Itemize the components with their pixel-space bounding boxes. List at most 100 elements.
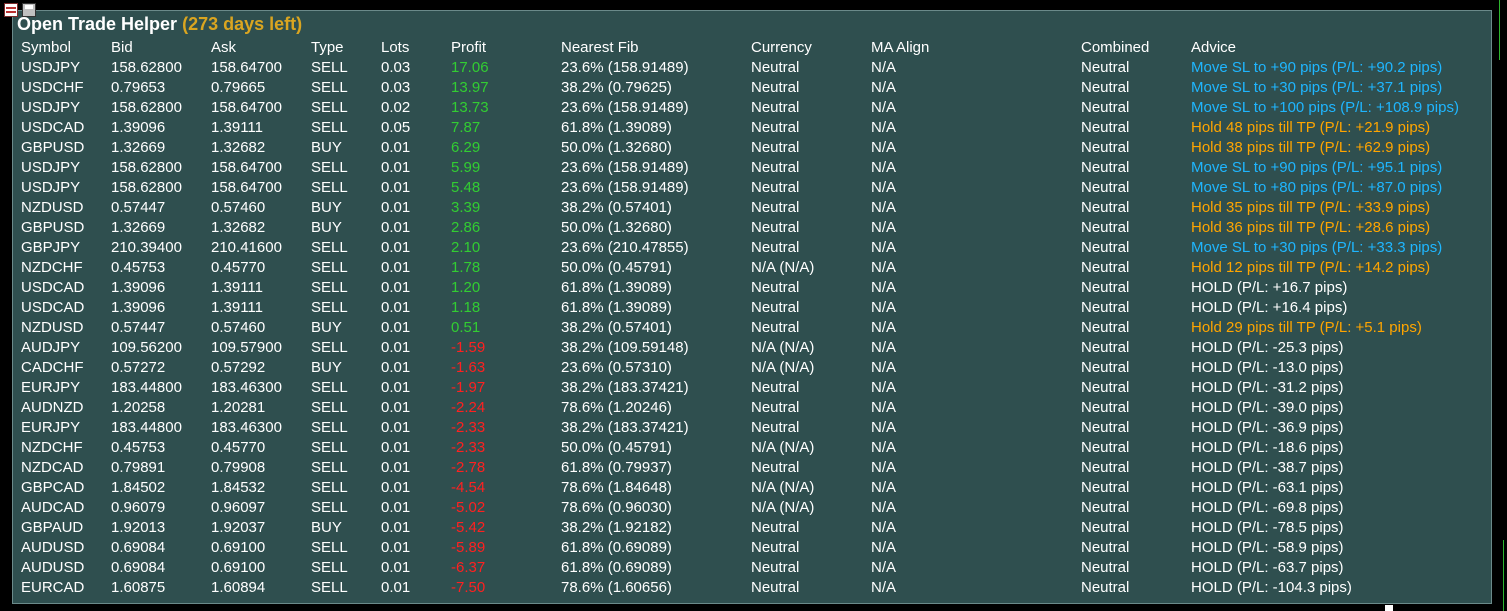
cell-combined: Neutral: [1081, 579, 1130, 596]
cell-lots: 0.01: [381, 259, 411, 276]
cell-advice: Move SL to +30 pips (P/L: +33.3 pips): [1191, 239, 1443, 256]
cell-profit: 17.06: [451, 59, 489, 76]
cell-bid: 1.32669: [111, 139, 166, 156]
cell-ma-align: N/A: [871, 159, 897, 176]
cell-type: SELL: [311, 459, 348, 476]
cell-bid: 0.57447: [111, 199, 166, 216]
cell-symbol: USDJPY: [21, 99, 81, 116]
cell-combined: Neutral: [1081, 219, 1130, 236]
cell-advice: Hold 35 pips till TP (P/L: +33.9 pips): [1191, 199, 1431, 216]
cell-ma-align: N/A: [871, 379, 897, 396]
cell-advice: HOLD (P/L: -69.8 pips): [1191, 499, 1344, 516]
cell-profit: 7.87: [451, 119, 481, 136]
cell-currency: Neutral: [751, 159, 800, 176]
header-advice: Advice: [1191, 39, 1237, 56]
cell-currency: Neutral: [751, 459, 800, 476]
cell-combined: Neutral: [1081, 519, 1130, 536]
save-icon[interactable]: [22, 3, 36, 17]
cell-ask: 0.57460: [211, 199, 266, 216]
cell-lots: 0.01: [381, 419, 411, 436]
grid-icon[interactable]: [4, 3, 18, 17]
grid-line: [1499, 0, 1500, 60]
cell-currency: N/A (N/A): [751, 499, 815, 516]
cell-type: SELL: [311, 299, 348, 316]
table-row: EURCAD 1.60875 1.60894 SELL 0.01 -7.50 78.6% (…: [13, 578, 1493, 598]
cell-ask: 1.32682: [211, 139, 266, 156]
cell-advice: HOLD (P/L: +16.7 pips): [1191, 279, 1348, 296]
cell-ask: 0.57292: [211, 359, 266, 376]
cell-bid: 0.79653: [111, 79, 166, 96]
cell-type: SELL: [311, 479, 348, 496]
cell-ask: 158.64700: [211, 179, 282, 196]
cell-symbol: AUDUSD: [21, 559, 85, 576]
cell-ask: 0.45770: [211, 439, 266, 456]
price-marker: [1385, 605, 1393, 611]
cell-nearest-fib: 78.6% (0.96030): [561, 499, 672, 516]
cell-symbol: USDCAD: [21, 299, 85, 316]
cell-type: SELL: [311, 499, 348, 516]
cell-nearest-fib: 61.8% (0.69089): [561, 559, 672, 576]
cell-symbol: EURJPY: [21, 419, 81, 436]
cell-advice: Hold 48 pips till TP (P/L: +21.9 pips): [1191, 119, 1431, 136]
cell-currency: Neutral: [751, 519, 800, 536]
cell-lots: 0.01: [381, 199, 411, 216]
cell-profit: -6.37: [451, 559, 486, 576]
cell-ask: 1.39111: [211, 119, 263, 136]
cell-advice: Move SL to +80 pips (P/L: +87.0 pips): [1191, 179, 1443, 196]
cell-advice: HOLD (P/L: -63.7 pips): [1191, 559, 1344, 576]
cell-profit: 6.29: [451, 139, 481, 156]
header-nearest-fib: Nearest Fib: [561, 39, 639, 56]
cell-symbol: USDJPY: [21, 159, 81, 176]
cell-bid: 210.39400: [111, 239, 182, 256]
table-row: USDJPY 158.62800 158.64700 SELL 0.01 5.48 23.6…: [13, 178, 1493, 198]
cell-currency: Neutral: [751, 379, 800, 396]
chart-edge-markers: [1385, 0, 1507, 611]
cell-lots: 0.02: [381, 99, 411, 116]
cell-bid: 183.44800: [111, 379, 182, 396]
table-row: NZDUSD 0.57447 0.57460 BUY 0.01 0.51 38.2% (0.…: [13, 318, 1493, 338]
cell-combined: Neutral: [1081, 439, 1130, 456]
table-row: GBPUSD 1.32669 1.32682 BUY 0.01 6.29 50.0% (1.…: [13, 138, 1493, 158]
days-left-label: (273 days left): [182, 14, 303, 34]
cell-currency: Neutral: [751, 299, 800, 316]
cell-lots: 0.03: [381, 79, 411, 96]
cell-nearest-fib: 78.6% (1.60656): [561, 579, 672, 596]
cell-nearest-fib: 23.6% (210.47855): [561, 239, 689, 256]
cell-bid: 0.79891: [111, 459, 166, 476]
cell-combined: Neutral: [1081, 99, 1130, 116]
cell-symbol: NZDUSD: [21, 319, 84, 336]
cell-lots: 0.01: [381, 399, 411, 416]
cell-nearest-fib: 61.8% (1.39089): [561, 279, 672, 296]
cell-nearest-fib: 78.6% (1.20246): [561, 399, 672, 416]
cell-advice: HOLD (P/L: -31.2 pips): [1191, 379, 1344, 396]
cell-ma-align: N/A: [871, 579, 897, 596]
cell-symbol: CADCHF: [21, 359, 84, 376]
cell-nearest-fib: 23.6% (158.91489): [561, 59, 689, 76]
cell-lots: 0.01: [381, 439, 411, 456]
cell-profit: -4.54: [451, 479, 486, 496]
cell-profit: -2.78: [451, 459, 486, 476]
cell-advice: HOLD (P/L: -36.9 pips): [1191, 419, 1344, 436]
cell-lots: 0.01: [381, 479, 411, 496]
cell-ma-align: N/A: [871, 479, 897, 496]
cell-lots: 0.01: [381, 459, 411, 476]
table-row: NZDCHF 0.45753 0.45770 SELL 0.01 -2.33 50.0% (…: [13, 438, 1493, 458]
table-row: USDCHF 0.79653 0.79665 SELL 0.03 13.97 38.2% (…: [13, 78, 1493, 98]
table-row: CADCHF 0.57272 0.57292 BUY 0.01 -1.63 23.6% (0…: [13, 358, 1493, 378]
cell-symbol: AUDCAD: [21, 499, 85, 516]
cell-ask: 1.20281: [211, 399, 266, 416]
panel-title: Open Trade Helper (273 days left): [17, 14, 302, 35]
cell-symbol: USDJPY: [21, 179, 81, 196]
cell-ma-align: N/A: [871, 119, 897, 136]
cell-ask: 1.39111: [211, 279, 263, 296]
cell-nearest-fib: 50.0% (0.45791): [561, 439, 672, 456]
cell-lots: 0.05: [381, 119, 411, 136]
table-row: AUDUSD 0.69084 0.69100 SELL 0.01 -6.37 61.8% (…: [13, 558, 1493, 578]
cell-bid: 0.96079: [111, 499, 166, 516]
cell-bid: 158.62800: [111, 99, 182, 116]
table-row: AUDJPY 109.56200 109.57900 SELL 0.01 -1.59 38.…: [13, 338, 1493, 358]
cell-ma-align: N/A: [871, 139, 897, 156]
cell-lots: 0.01: [381, 159, 411, 176]
cell-lots: 0.01: [381, 139, 411, 156]
cell-profit: -7.50: [451, 579, 486, 596]
